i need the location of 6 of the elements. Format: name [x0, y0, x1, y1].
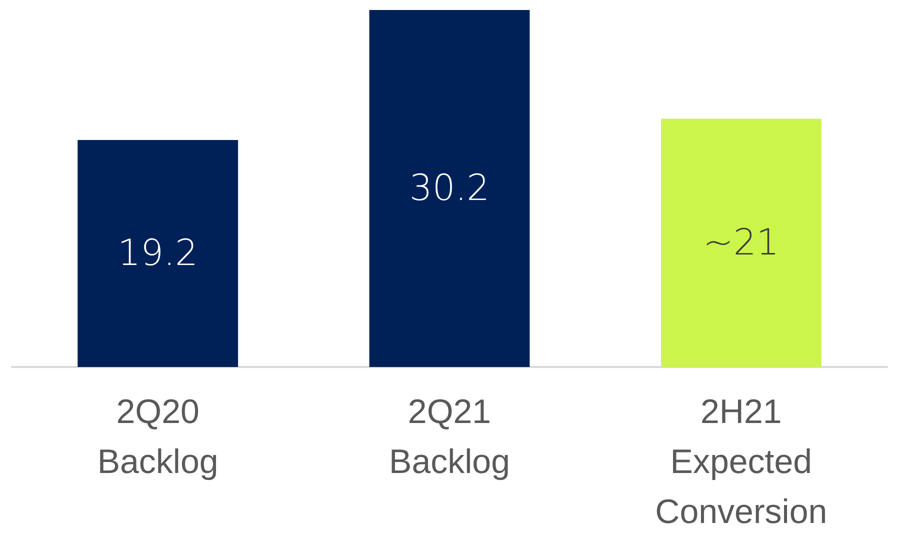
data-label: 19.2 [118, 233, 198, 274]
x-tick-label: 2Q21 Backlog [389, 393, 510, 481]
data-label: 30.2 [409, 168, 490, 209]
data-label: ~21 [703, 222, 780, 264]
x-tick-label: 2H21 Expected Conversion [655, 393, 828, 531]
x-tick-label: 2Q20 Backlog [97, 393, 218, 481]
